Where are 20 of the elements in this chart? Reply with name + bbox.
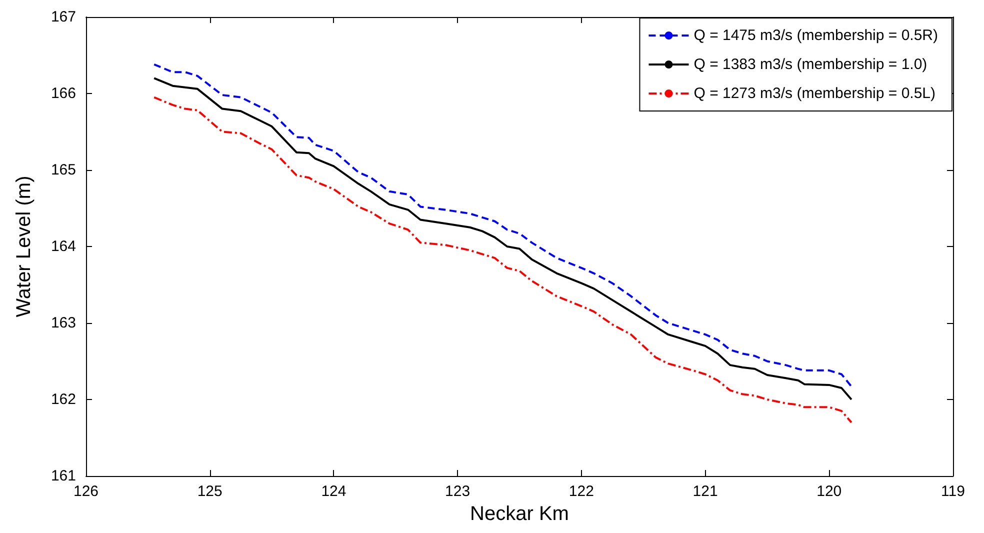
- y-tick-label: 166: [50, 85, 76, 102]
- y-tick-label: 161: [50, 468, 76, 484]
- y-axis-title: Water Level (m): [13, 176, 35, 318]
- y-tick-label: 167: [50, 8, 76, 26]
- x-tick-label: 124: [321, 483, 346, 500]
- y-tick-label: 163: [50, 314, 76, 332]
- x-tick-label: 123: [445, 483, 470, 500]
- x-tick-label: 126: [73, 483, 99, 500]
- legend-label: Q = 1383 m3/s (membership = 1.0): [694, 56, 928, 73]
- y-tick-label: 165: [50, 162, 76, 178]
- x-tick-label: 119: [941, 483, 965, 500]
- x-tick-label: 121: [692, 483, 718, 500]
- x-axis-title: Neckar Km: [470, 503, 569, 525]
- y-tick-label: 162: [50, 391, 76, 408]
- y-tick-label: 164: [50, 238, 76, 255]
- legend-label: Q = 1475 m3/s (membership = 0.5R): [694, 27, 938, 44]
- x-tick-label: 120: [816, 483, 842, 500]
- x-tick-label: 125: [197, 483, 222, 500]
- legend-label: Q = 1273 m3/s (membership = 0.5L): [694, 85, 936, 102]
- x-tick-label: 122: [568, 483, 594, 500]
